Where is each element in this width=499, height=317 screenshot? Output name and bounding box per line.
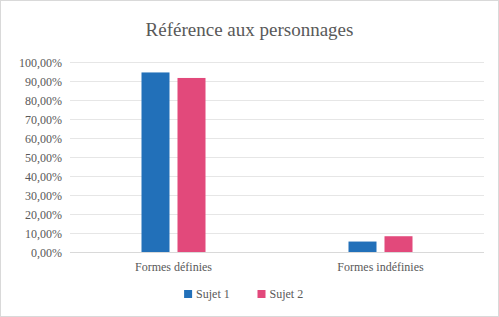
y-tick-label: 80,00% [25,94,62,108]
chart-svg: Référence aux personnages 0,00% 10,00% 20,0… [0,0,499,317]
y-tick-label: 90,00% [25,75,62,89]
y-tick-label: 10,00% [25,227,62,241]
y-tick-label: 20,00% [25,208,62,222]
grid-line [70,81,484,82]
bar [142,72,170,252]
legend: Sujet 1 Sujet 2 [184,287,303,301]
bars [142,72,413,252]
grid-line [70,138,484,139]
grid-line [70,100,484,101]
x-tick-label: Formes définies [135,260,212,274]
grid-line [70,195,484,196]
legend-swatch [258,290,266,298]
legend-label: Sujet 1 [196,287,230,301]
y-tick-label: 40,00% [25,170,62,184]
y-tick-label: 30,00% [25,189,62,203]
y-tick-label: 0,00% [31,246,62,260]
grid-line [70,62,484,63]
y-tick-label: 50,00% [25,151,62,165]
grid-line [70,252,484,253]
bar [349,242,377,252]
bar [178,78,206,252]
grid-line [70,119,484,120]
y-tick-label: 60,00% [25,132,62,146]
y-tick-label: 70,00% [25,113,62,127]
chart-border [1,1,499,317]
grid-line [70,157,484,158]
bar [385,236,413,252]
grid [70,63,484,253]
grid-line [70,233,484,234]
grid-line [70,214,484,215]
x-tick-label: Formes indéfinies [337,260,424,274]
chart-container: Référence aux personnages 0,00% 10,00% 20,0… [0,0,499,317]
chart-title: Référence aux personnages [146,19,354,40]
legend-label: Sujet 2 [270,287,304,301]
legend-swatch [184,290,192,298]
y-tick-label: 100,00% [19,56,62,70]
grid-line [70,176,484,177]
